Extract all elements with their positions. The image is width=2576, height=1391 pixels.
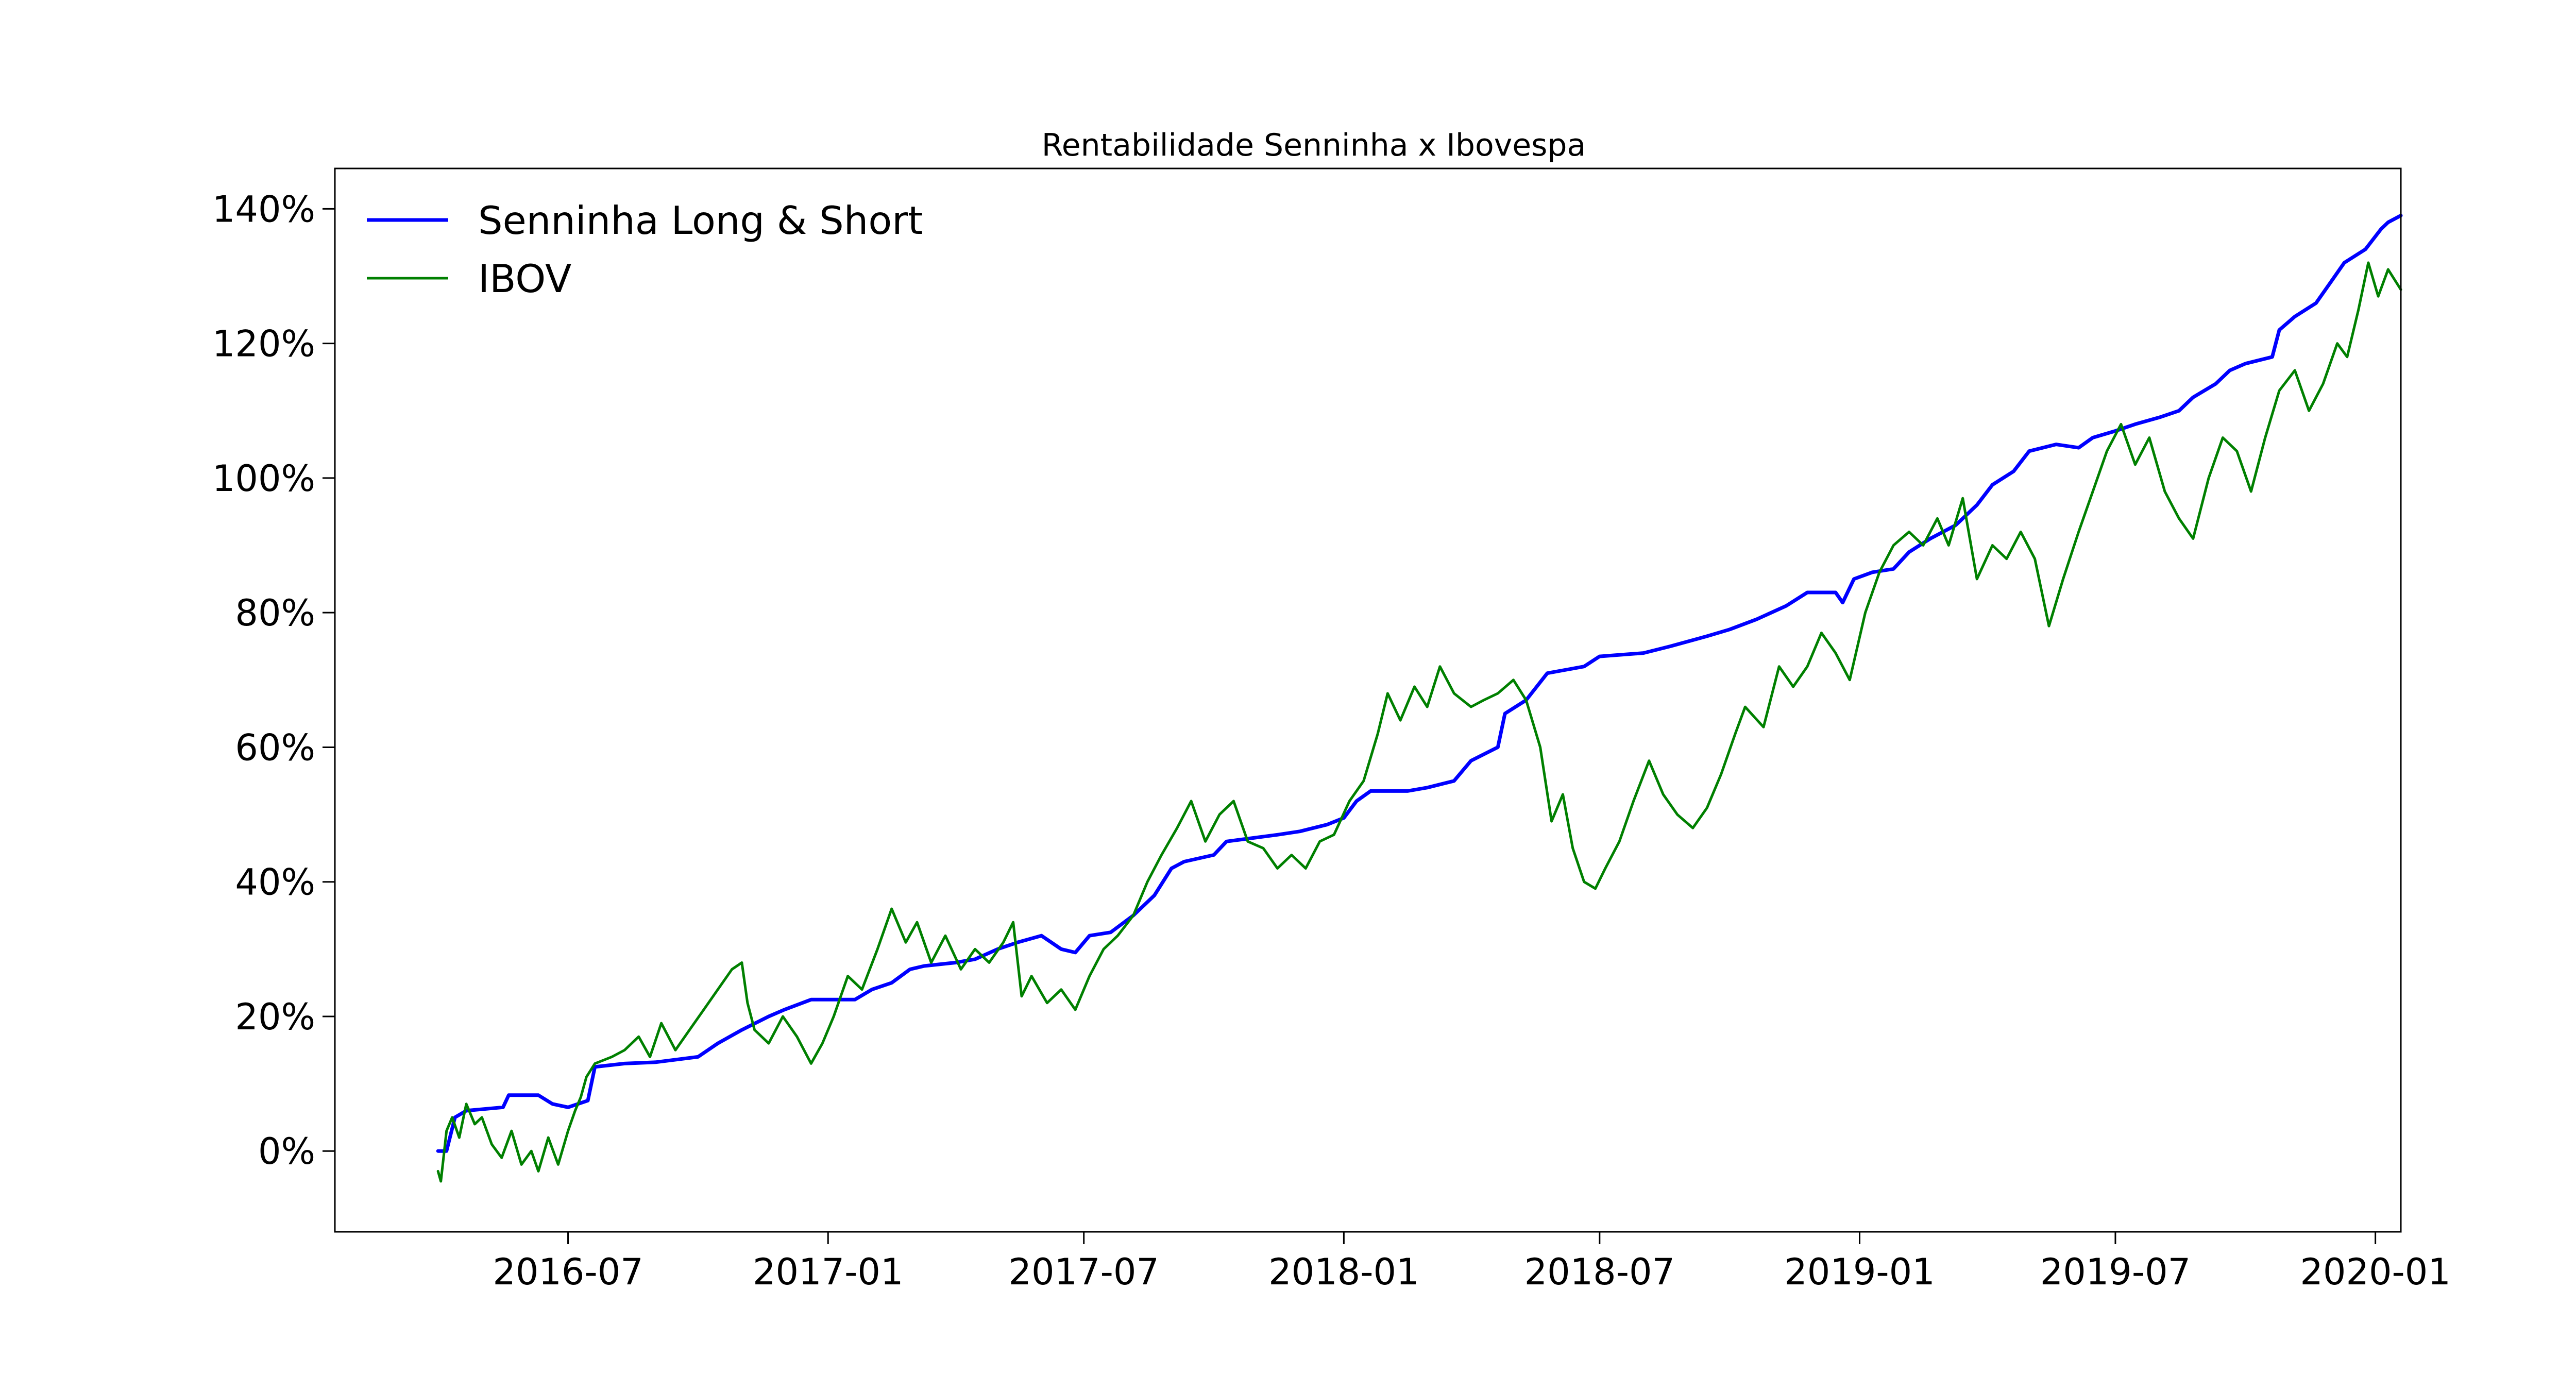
x-tick-label: 2019-01 bbox=[1784, 1251, 1935, 1293]
x-tick-label: 2019-07 bbox=[2040, 1251, 2191, 1293]
y-tick-label: 0% bbox=[258, 1130, 315, 1173]
legend-label: IBOV bbox=[478, 256, 571, 301]
y-tick-label: 60% bbox=[235, 726, 315, 769]
series-line-senninha bbox=[436, 213, 2403, 1153]
x-tick-label: 2020-01 bbox=[2300, 1251, 2450, 1293]
y-tick-label: 20% bbox=[235, 996, 315, 1038]
x-tick-label: 2018-01 bbox=[1268, 1251, 1419, 1293]
y-tick-label: 140% bbox=[212, 188, 315, 230]
x-axis: 2016-07 2017-01 2017-07 2018-01 2018-07 2019-… bbox=[493, 1232, 2451, 1293]
x-tick-label: 2018-07 bbox=[1524, 1251, 1675, 1293]
legend: Senninha Long & Short IBOV bbox=[367, 198, 923, 301]
plot-area bbox=[436, 213, 2403, 1183]
y-tick-label: 100% bbox=[212, 457, 315, 500]
x-tick-label: 2017-07 bbox=[1008, 1251, 1159, 1293]
y-tick-label: 40% bbox=[235, 861, 315, 904]
y-tick-label: 120% bbox=[212, 323, 315, 365]
legend-label: Senninha Long & Short bbox=[478, 198, 923, 243]
x-tick-label: 2016-07 bbox=[493, 1251, 643, 1293]
series-line-ibov bbox=[436, 261, 2402, 1183]
chart-title: Rentabilidade Senninha x Ibovespa bbox=[1042, 127, 1586, 163]
x-tick-label: 2017-01 bbox=[753, 1251, 903, 1293]
y-tick-label: 80% bbox=[235, 592, 315, 634]
y-axis: 0% 20% 40% 60% 80% 100% 120% 140% bbox=[212, 188, 335, 1173]
axes-frame bbox=[334, 167, 2402, 1233]
